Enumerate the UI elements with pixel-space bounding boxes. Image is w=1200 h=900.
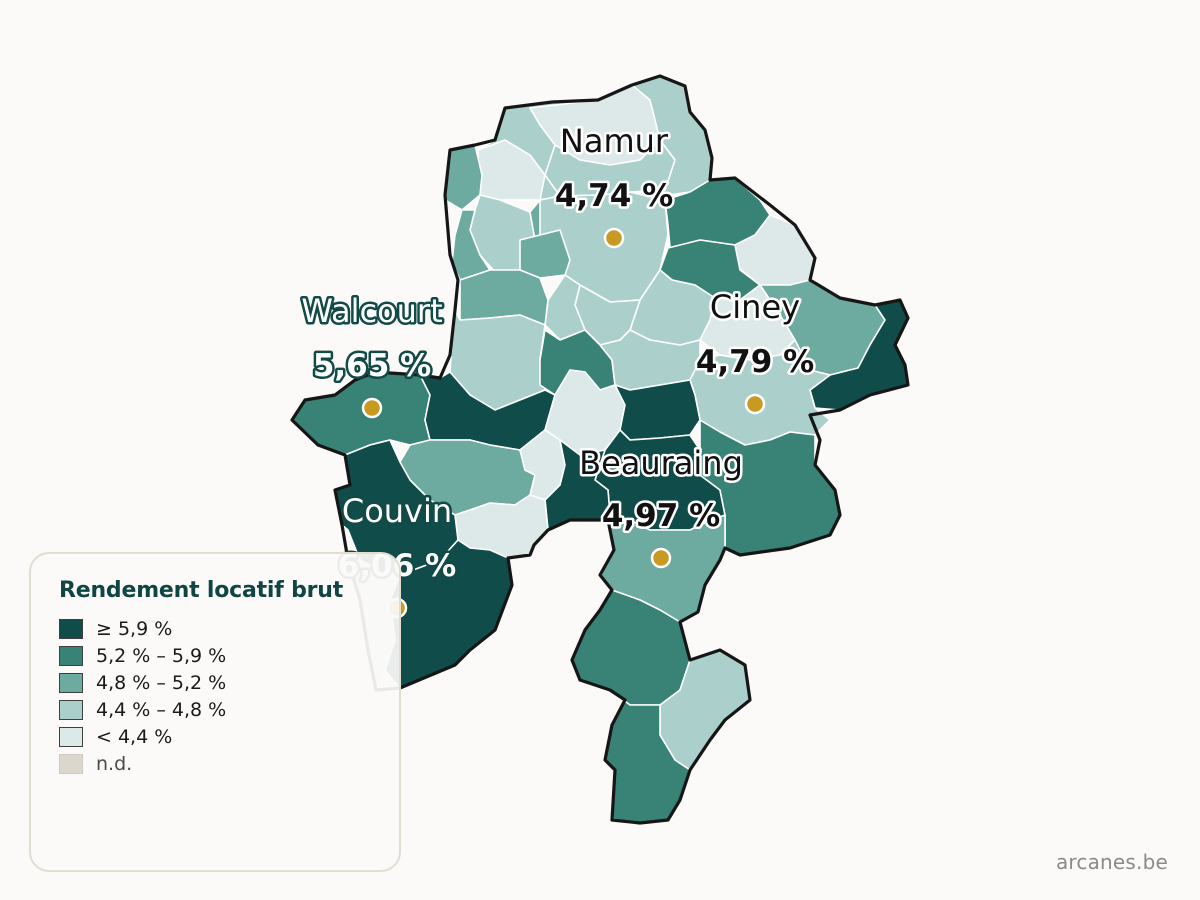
city-annotations: Namur 4,74 % Ciney 4,79 % Walcourt 5,65 % Beau… (299, 120, 817, 619)
legend-swatch (59, 645, 83, 666)
city-walcourt: Walcourt 5,65 % (299, 290, 445, 419)
legend-label: 5,2 % – 5,9 % (96, 644, 227, 667)
city-value-walcourt: 5,65 % (313, 348, 431, 384)
city-beauraing: Beauraing 4,97 % (577, 442, 745, 569)
legend-label: 4,4 % – 4,8 % (96, 698, 227, 721)
city-name-namur: Namur (560, 122, 669, 160)
province-border (290, 74, 910, 825)
legend-swatch (59, 618, 83, 639)
legend-swatch (59, 672, 83, 693)
legend-swatch (59, 699, 83, 720)
city-name-beauraing: Beauraing (579, 444, 743, 482)
city-marker (650, 547, 672, 569)
city-value-namur: 4,74 % (555, 178, 673, 214)
city-value-ciney: 4,79 % (696, 344, 814, 380)
city-marker (603, 227, 625, 249)
legend-label: n.d. (96, 752, 133, 775)
municipality-28 (614, 379, 701, 441)
legend-title: Rendement locatif brut (59, 578, 344, 603)
legend-row-lt-4-4: < 4,4 % (59, 723, 371, 750)
legend-panel: Rendement locatif brut ≥ 5,9 % 5,2 % – 5,… (29, 552, 401, 872)
legend-row-4-8-to-5-2: 4,8 % – 5,2 % (59, 669, 371, 696)
municipalities (291, 75, 909, 824)
legend-label: 4,8 % – 5,2 % (96, 671, 227, 694)
city-marker (744, 393, 766, 415)
legend-row-5-2-to-5-9: 5,2 % – 5,9 % (59, 642, 371, 669)
legend-row-ge-5-9: ≥ 5,9 % (59, 615, 371, 642)
city-namur: Namur 4,74 % (552, 120, 676, 249)
legend-label: < 4,4 % (96, 725, 173, 748)
city-name-walcourt: Walcourt (301, 292, 442, 330)
municipality-3 (544, 139, 676, 197)
city-ciney: Ciney 4,79 % (693, 286, 817, 415)
legend-row-nd: n.d. (59, 750, 371, 777)
legend-label: ≥ 5,9 % (96, 617, 173, 640)
city-name-couvin: Couvin (342, 492, 452, 530)
city-value-beauraing: 4,97 % (602, 498, 720, 534)
city-marker (361, 397, 383, 419)
legend-row-4-4-to-4-8: 4,4 % – 4,8 % (59, 696, 371, 723)
city-name-ciney: Ciney (710, 288, 800, 326)
legend-swatch (59, 753, 83, 774)
legend-swatch (59, 726, 83, 747)
watermark: arcanes.be (1055, 850, 1168, 874)
municipality-25 (291, 371, 431, 456)
